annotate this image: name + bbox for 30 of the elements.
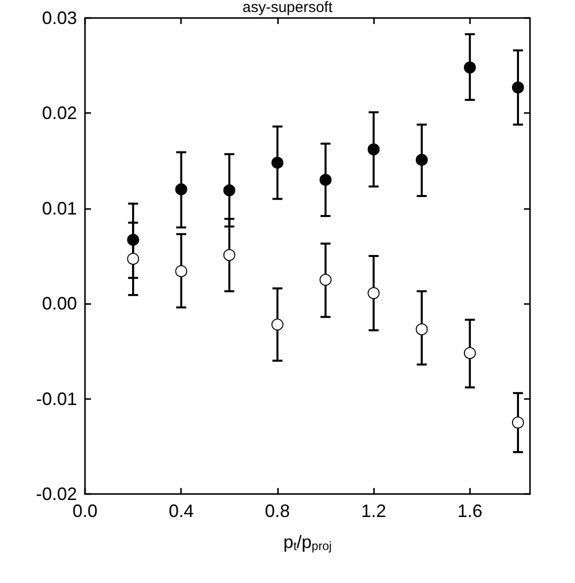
y-tick-label: -0.02 (36, 484, 77, 504)
point (223, 249, 236, 262)
point (416, 154, 428, 166)
y-tick-label: 0.00 (42, 294, 77, 314)
point (416, 323, 428, 336)
chart-title: asy-supersoft (242, 0, 334, 16)
point (512, 416, 524, 429)
y-tick-label: 0.03 (42, 8, 77, 28)
point (368, 143, 380, 156)
point (175, 183, 188, 196)
x-tick-label: 0.8 (264, 501, 290, 521)
point (175, 265, 188, 278)
x-tick-label: 0.0 (72, 501, 98, 521)
point (320, 174, 332, 186)
point (368, 287, 380, 300)
y-tick-label: -0.01 (36, 388, 77, 409)
point (512, 82, 524, 94)
point (271, 156, 284, 169)
point (223, 184, 236, 196)
x-tick-label: 0.4 (168, 501, 194, 521)
point (464, 62, 476, 74)
y-tick-label: 0.02 (42, 103, 77, 124)
x-tick-label: 1.2 (361, 501, 386, 521)
point (320, 274, 332, 286)
point (464, 347, 476, 360)
point (127, 252, 140, 265)
point (127, 234, 140, 246)
point (271, 318, 284, 331)
x-tick-label: 1.6 (457, 501, 482, 521)
y-tick-label: 0.01 (42, 198, 77, 218)
